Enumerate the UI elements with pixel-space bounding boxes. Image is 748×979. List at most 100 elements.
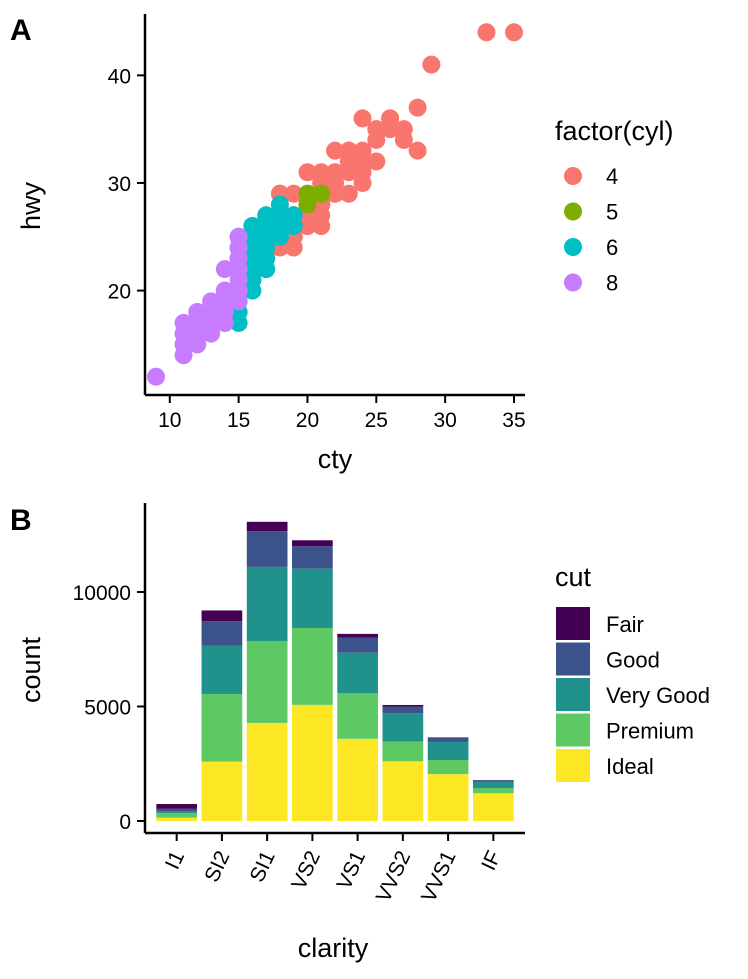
bar-segment-VVS1-premium — [427, 760, 469, 775]
bar-segment-VVS2-very-good — [382, 713, 424, 742]
point-cyl-4 — [394, 130, 413, 149]
x-tick-label: 30 — [433, 409, 456, 432]
bar-segment-VVS2-good — [382, 706, 424, 714]
legend-key-premium — [556, 713, 590, 747]
bar-segment-IF-good — [472, 780, 514, 782]
legend-label: Very Good — [606, 683, 710, 708]
x-axis-ticks: 10 15 20 25 30 35 — [158, 395, 526, 432]
point-cyl-4 — [326, 141, 344, 160]
bar-segment-VVS1-ideal — [427, 774, 469, 821]
bar-segment-IF-very-good — [472, 781, 514, 788]
point-cyl-8 — [215, 303, 234, 322]
bar-segment-VVS2-premium — [382, 741, 424, 762]
x-axis-title: cty — [318, 444, 353, 474]
y-axis-ticks: 20 30 40 — [108, 65, 145, 304]
bar-segment-VS1-very-good — [337, 652, 378, 694]
point-cyl-4 — [312, 163, 331, 182]
bar-segment-VVS1-very-good — [427, 741, 469, 761]
legend-key-cyl-8 — [564, 273, 582, 292]
legend-label: 4 — [606, 164, 618, 189]
point-cyl-6 — [270, 227, 289, 246]
bar-segment-I1-good — [156, 808, 198, 812]
legend-items: Fair Good Very Good Premium Ideal — [556, 607, 710, 782]
bar-segment-VVS1-good — [427, 737, 469, 742]
point-cyl-4 — [353, 163, 372, 182]
y-tick-label: 10000 — [73, 582, 131, 605]
bar-segment-SI2-good — [201, 621, 243, 646]
scatter-points — [147, 23, 523, 386]
bar-segment-VVS2-fair — [382, 704, 424, 707]
bar-segment-VS1-good — [337, 637, 378, 653]
point-cyl-6 — [257, 249, 276, 268]
x-tick-label: 15 — [227, 409, 250, 432]
legend-label: Ideal — [606, 754, 654, 779]
x-tick-label: VVS1 — [417, 847, 461, 905]
point-cyl-4 — [504, 23, 523, 42]
bar-segment-VS2-ideal — [292, 704, 333, 821]
point-cyl-4 — [367, 120, 386, 139]
x-tick-label: 10 — [158, 409, 181, 432]
bar-segment-I1-fair — [156, 804, 198, 809]
point-cyl-8 — [147, 367, 166, 386]
bar-segment-VS2-fair — [292, 540, 333, 547]
legend-key-cyl-6 — [564, 238, 582, 256]
point-cyl-8 — [202, 324, 221, 343]
y-tick-label: 0 — [119, 811, 131, 834]
panel-b: B I1 SI2 SI1 VS2 VS1 VVS2 VVS1 IF 0 5000 10000 cl… — [10, 503, 710, 963]
bar-segment-I1-premium — [156, 812, 198, 818]
point-cyl-6 — [243, 238, 262, 257]
legend-label: 8 — [606, 271, 618, 296]
legend-label: Premium — [606, 719, 694, 744]
point-cyl-4 — [284, 184, 303, 203]
y-tick-label: 20 — [108, 281, 131, 304]
point-cyl-4 — [298, 217, 317, 236]
legend-key-cyl-5 — [564, 202, 582, 221]
legend-label: Fair — [606, 612, 644, 637]
panel-b-tag: B — [10, 504, 32, 537]
legend-key-good — [556, 642, 590, 676]
bar-segment-VS2-premium — [292, 627, 333, 705]
bar-segment-SI1-ideal — [246, 722, 288, 821]
point-cyl-4 — [408, 141, 427, 160]
point-cyl-4 — [477, 23, 496, 42]
x-tick-label: VVS2 — [372, 847, 416, 905]
bar-segment-SI1-very-good — [246, 566, 288, 642]
point-cyl-4 — [381, 109, 400, 128]
point-cyl-4 — [339, 184, 358, 203]
y-axis-title: count — [16, 636, 46, 703]
point-cyl-4 — [353, 109, 372, 128]
bar-segment-VS1-fair — [337, 633, 378, 638]
bar-segment-VS2-good — [292, 546, 333, 569]
bar-segment-VVS2-ideal — [382, 761, 424, 821]
x-tick-label: 20 — [296, 409, 319, 432]
point-cyl-8 — [188, 303, 207, 322]
legend-key-cyl-4 — [564, 167, 582, 185]
bar-segment-SI1-good — [246, 531, 288, 567]
legend-title: cut — [555, 562, 592, 592]
bar-segment-VS2-very-good — [292, 568, 333, 628]
legend-cut: cut Fair Good Very Good Premium Ideal — [555, 562, 710, 782]
bar-segment-SI2-fair — [201, 610, 243, 622]
bar-segment-SI1-fair — [246, 521, 288, 532]
x-tick-label: 35 — [502, 409, 525, 432]
point-cyl-6 — [284, 206, 303, 225]
stacked-bars — [156, 521, 514, 821]
panel-a-tag: A — [10, 14, 32, 47]
point-cyl-5 — [312, 184, 331, 203]
point-cyl-4 — [408, 98, 427, 117]
x-tick-label: SI2 — [200, 847, 234, 885]
point-cyl-4 — [326, 184, 344, 203]
bar-segment-I1-very-good — [156, 811, 198, 813]
legend-items: 4 5 6 8 — [564, 164, 618, 296]
point-cyl-8 — [229, 281, 248, 300]
y-tick-label: 30 — [108, 173, 131, 196]
legend-title: factor(cyl) — [555, 116, 674, 146]
x-tick-label: SI1 — [246, 847, 280, 885]
point-cyl-6 — [243, 270, 262, 289]
y-tick-label: 5000 — [84, 696, 131, 719]
legend-label: Good — [606, 648, 660, 673]
point-cyl-6 — [270, 206, 289, 225]
point-cyl-4 — [367, 152, 386, 171]
x-tick-label: 25 — [365, 409, 388, 432]
